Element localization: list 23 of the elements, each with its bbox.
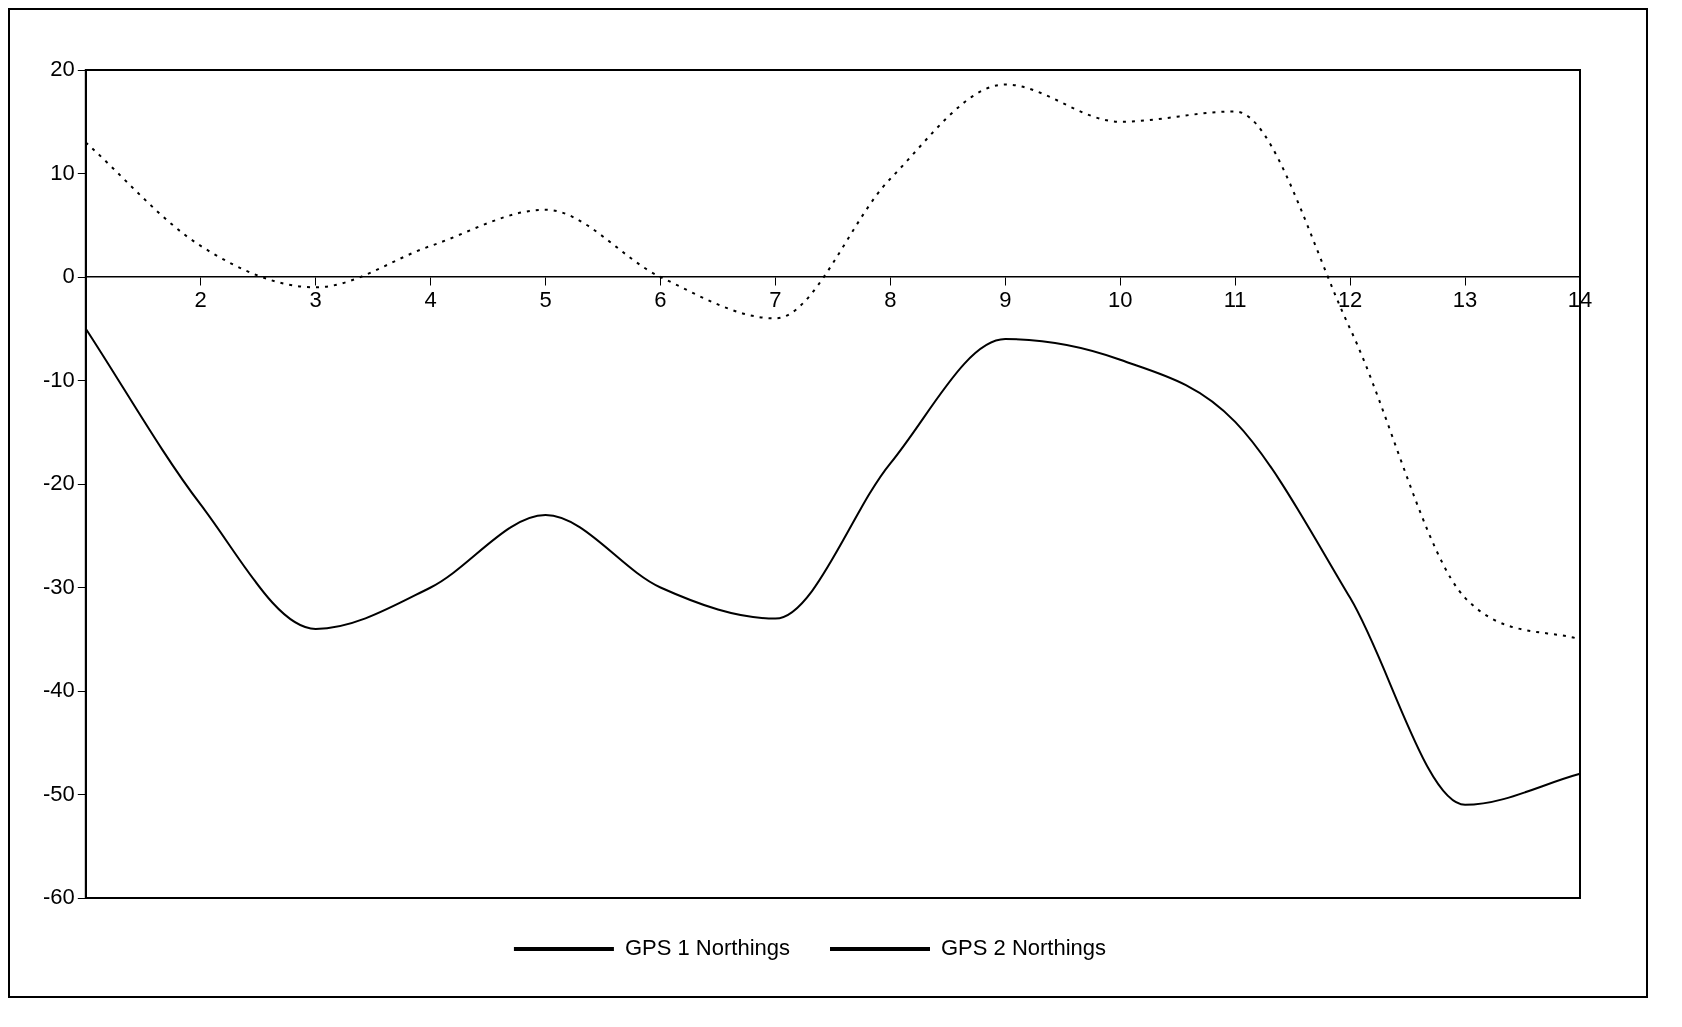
y-tick-label: 20 [50, 56, 75, 82]
x-tick-label: 12 [1337, 287, 1363, 313]
y-tick-label: -40 [43, 677, 75, 703]
y-tick-label: 10 [50, 159, 75, 185]
legend-label: GPS 2 Northings [941, 935, 1107, 961]
x-tick-label: 13 [1452, 287, 1478, 313]
y-tick-label: -60 [43, 884, 75, 910]
x-tick-label: 3 [309, 287, 322, 313]
x-tick-label: 4 [424, 287, 437, 313]
y-tick-label: -10 [43, 366, 75, 392]
x-tick-label: 10 [1108, 287, 1133, 313]
x-tick-label: 7 [769, 287, 782, 313]
y-tick-label: -50 [43, 780, 75, 806]
y-tick-label: -20 [43, 470, 75, 496]
x-tick-label: 2 [194, 287, 207, 313]
x-tick-label: 8 [884, 287, 897, 313]
y-tick-label: -30 [43, 573, 75, 599]
x-tick-label: 11 [1223, 287, 1247, 313]
y-tick-label: 0 [62, 263, 75, 289]
x-tick-label: 6 [654, 287, 667, 313]
legend-label: GPS 1 Northings [624, 935, 790, 961]
x-tick-label: 5 [539, 287, 552, 313]
x-tick-label: 9 [999, 287, 1012, 313]
